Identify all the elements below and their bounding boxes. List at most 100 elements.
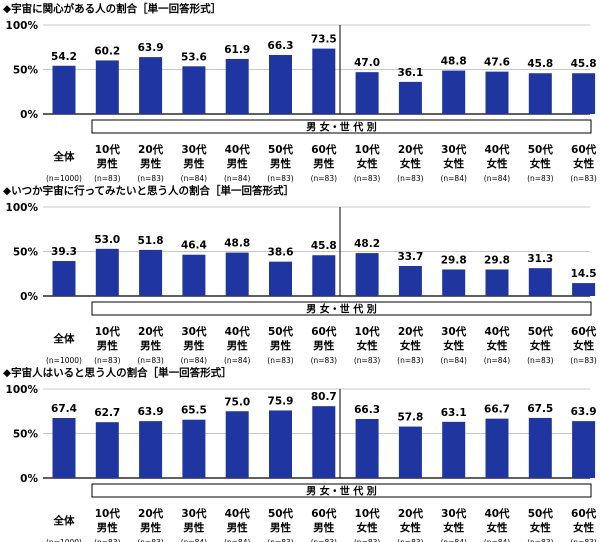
category-sublabel: 男性 (270, 339, 291, 352)
sample-size-label: (n=84) (484, 174, 511, 183)
sample-size-label: (n=83) (397, 174, 424, 183)
bar (182, 254, 206, 296)
sample-size-label: (n=83) (570, 356, 597, 365)
category-sublabel: 男性 (183, 521, 204, 534)
group-label: 男 女・世 代 別 (306, 485, 376, 498)
chart-panel-2: ◆いつか宇宙に行ってみたいと思う人の割合［単一回答形式］ 0% 50% 100% 39.… (3, 184, 597, 365)
y-tick-label: 100% (6, 202, 39, 214)
sample-size-label: (n=83) (94, 356, 121, 365)
sample-size-label: (n=83) (267, 356, 294, 365)
sample-size-label: (n=83) (354, 538, 381, 542)
category-sublabel: 女性 (487, 157, 508, 170)
bar (355, 253, 379, 296)
bar (572, 73, 596, 114)
category-label: 30代 (181, 507, 207, 520)
category-label: 60代 (311, 143, 337, 156)
category-label: 50代 (528, 507, 554, 520)
bar (312, 255, 336, 296)
bar (572, 283, 596, 296)
sample-size-label: (n=83) (311, 538, 338, 542)
bar (95, 60, 119, 114)
sample-size-label: (n=1000) (46, 174, 82, 183)
sample-size-label: (n=84) (181, 356, 208, 365)
data-label: 61.9 (224, 44, 250, 56)
sample-size-label: (n=83) (94, 538, 121, 542)
category-label: 30代 (441, 507, 467, 520)
bar (139, 249, 163, 296)
category-label: 20代 (138, 507, 164, 520)
bar (52, 418, 76, 478)
category-sublabel: 女性 (357, 157, 378, 170)
y-tick-label: 100% (6, 384, 39, 396)
category-sublabel: 男性 (313, 157, 334, 170)
data-label: 29.8 (441, 254, 467, 266)
data-label: 67.4 (51, 403, 77, 415)
data-label: 75.9 (268, 395, 294, 407)
category-label: 30代 (441, 325, 467, 338)
data-label: 38.6 (268, 247, 294, 259)
category-label: 50代 (268, 325, 294, 338)
category-sublabel: 女性 (573, 521, 594, 534)
bar (442, 269, 466, 296)
category-label: 30代 (181, 143, 207, 156)
category-sublabel: 男性 (97, 157, 118, 170)
category-label: 20代 (398, 143, 424, 156)
data-label: 46.4 (181, 240, 207, 252)
category-sublabel: 男性 (227, 157, 248, 170)
sample-size-label: (n=84) (181, 174, 208, 183)
sample-size-label: (n=84) (484, 356, 511, 365)
category-sublabel: 男性 (227, 339, 248, 352)
sample-size-label: (n=83) (267, 538, 294, 542)
data-label: 57.8 (397, 412, 423, 424)
category-label: 10代 (355, 143, 381, 156)
bar (528, 73, 552, 114)
data-label: 63.1 (441, 407, 467, 419)
data-label: 48.2 (354, 238, 380, 250)
data-label: 14.5 (571, 268, 597, 280)
sample-size-label: (n=83) (527, 538, 554, 542)
bar (182, 66, 206, 114)
bar (485, 269, 509, 296)
y-tick-label: 0% (20, 109, 38, 121)
data-label: 29.8 (484, 254, 510, 266)
bar (355, 418, 379, 478)
data-label: 47.6 (484, 57, 510, 69)
bar (52, 261, 76, 296)
sample-size-label: (n=84) (181, 538, 208, 542)
bar (528, 268, 552, 296)
category-sublabel: 女性 (530, 157, 551, 170)
data-label: 62.7 (94, 407, 120, 419)
sample-size-label: (n=83) (570, 174, 597, 183)
data-label: 80.7 (311, 391, 337, 403)
category-label: 40代 (484, 325, 510, 338)
sample-size-label: (n=84) (224, 174, 251, 183)
sample-size-label: (n=84) (440, 174, 467, 183)
sample-size-label: (n=83) (527, 356, 554, 365)
data-label: 66.3 (268, 40, 294, 52)
category-sublabel: 男性 (270, 157, 291, 170)
category-sublabel: 男性 (313, 521, 334, 534)
bar (269, 54, 292, 114)
sample-size-label: (n=83) (397, 356, 424, 365)
category-label: 20代 (138, 143, 164, 156)
category-label: 40代 (484, 143, 510, 156)
category-label: 10代 (355, 325, 381, 338)
category-label: 30代 (181, 325, 207, 338)
data-label: 48.8 (224, 238, 250, 250)
category-sublabel: 女性 (530, 521, 551, 534)
category-sublabel: 男性 (97, 339, 118, 352)
category-label: 50代 (268, 507, 294, 520)
bar (398, 426, 422, 478)
category-sublabel: 女性 (443, 157, 464, 170)
category-label: 50代 (268, 143, 294, 156)
data-label: 45.8 (527, 58, 553, 70)
category-label: 全体 (53, 332, 75, 345)
chart-title: ◆宇宙に関心がある人の割合［単一回答形式］ (3, 2, 221, 15)
category-label: 60代 (311, 325, 337, 338)
category-sublabel: 男性 (140, 339, 161, 352)
category-label: 40代 (225, 325, 251, 338)
sample-size-label: (n=83) (527, 174, 554, 183)
sample-size-label: (n=83) (354, 356, 381, 365)
category-label: 40代 (225, 143, 251, 156)
data-label: 63.9 (138, 42, 164, 54)
